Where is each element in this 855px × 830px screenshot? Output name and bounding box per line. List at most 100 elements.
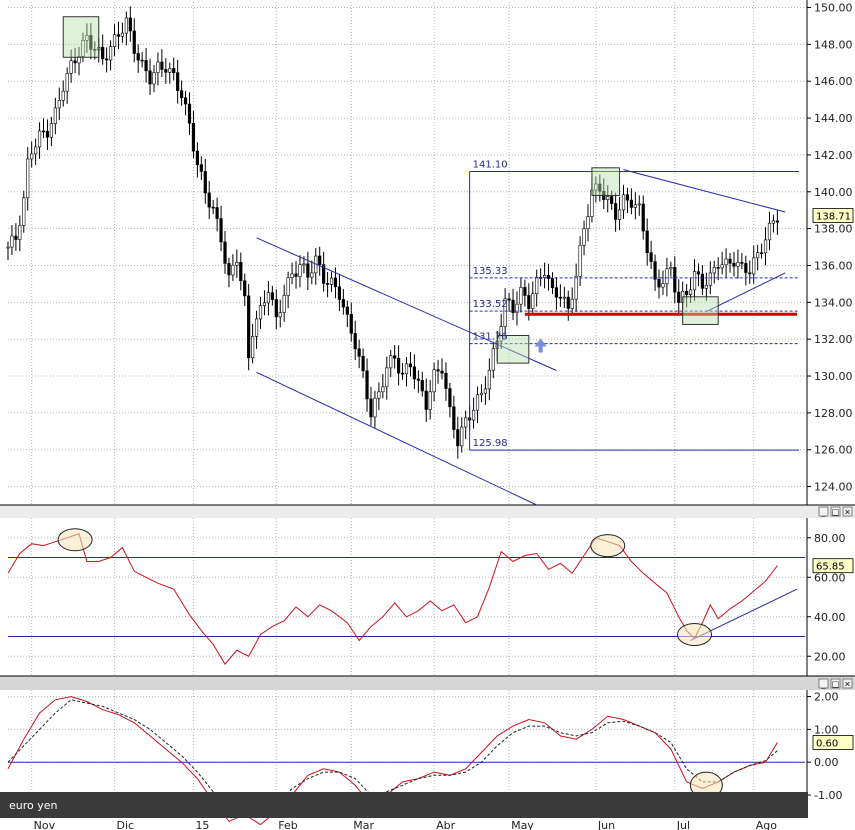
candle-body: [720, 264, 724, 269]
candle-body: [152, 72, 156, 85]
candle-body: [183, 97, 188, 105]
candle-body: [306, 263, 310, 278]
trend-line: [623, 169, 786, 213]
y-tick-label-macd: 1.00: [814, 723, 839, 736]
candle-body: [570, 298, 574, 309]
last-value-tag: [812, 208, 854, 223]
candle-body: [700, 273, 705, 289]
month-label: 15: [195, 819, 209, 830]
candle-body: [771, 220, 776, 224]
highlight-box: [62, 16, 100, 58]
candle-body: [65, 73, 69, 92]
candle-body: [286, 277, 290, 296]
last-value-label: 138.71: [816, 212, 851, 223]
candle-body: [397, 357, 401, 374]
candle-body: [511, 299, 515, 313]
candle-body: [337, 286, 342, 300]
candle-body: [645, 230, 649, 253]
candle-body: [254, 318, 259, 337]
y-tick-label-price: 136.00: [814, 259, 853, 272]
candle-body: [251, 336, 255, 359]
candle-body: [685, 291, 689, 295]
fib-level-label: 133.52: [473, 299, 508, 310]
candle-body: [381, 386, 385, 393]
candle-body: [649, 252, 653, 262]
candle-body: [112, 34, 117, 47]
fib-level-label: 125.98: [473, 438, 508, 449]
candle-body: [302, 263, 306, 266]
candle-body: [487, 369, 491, 390]
fib-level-label: 135.33: [473, 266, 508, 277]
candle-body: [357, 348, 361, 357]
candle-body: [448, 388, 452, 408]
candle-body: [132, 30, 136, 54]
candle-body: [377, 391, 381, 399]
candle-body: [562, 296, 566, 299]
candle-body: [318, 255, 322, 265]
candle-body: [385, 367, 389, 388]
candle-body: [243, 280, 247, 297]
candle-body: [148, 70, 152, 85]
candle-body: [369, 398, 373, 418]
y-tick-label-rsi: 80.00: [814, 532, 846, 545]
candle-body: [696, 271, 701, 275]
candle-body: [325, 283, 330, 285]
candle-body: [582, 228, 586, 246]
window-button: [842, 678, 853, 689]
rsi-highlight-ellipse: [590, 534, 626, 558]
candle-body: [606, 196, 610, 200]
last-value-tag: [812, 735, 854, 750]
candle-body: [677, 291, 681, 303]
month-label: Ago: [756, 819, 778, 830]
candle-body: [554, 287, 559, 298]
candle-body: [341, 299, 345, 308]
candle-body: [748, 272, 752, 275]
caption-bar: [0, 792, 808, 818]
candle-body: [617, 209, 622, 220]
fib-level-label: 131.76: [473, 332, 508, 343]
candle-body: [93, 49, 97, 51]
y-tick-label-price: 130.00: [814, 370, 853, 383]
candle-body: [116, 34, 121, 37]
candle-body: [274, 299, 278, 318]
candle-body: [483, 388, 488, 394]
window-button-glyph: □: [832, 508, 840, 517]
candle-body: [400, 372, 405, 375]
y-tick-label-price: 132.00: [814, 333, 853, 346]
candle-body: [227, 263, 231, 276]
candle-body: [231, 264, 235, 276]
candle-body: [290, 273, 294, 278]
last-value-label: 0.60: [816, 739, 838, 750]
candle-body: [294, 273, 298, 277]
candle-body: [578, 244, 582, 277]
candle-body: [633, 204, 637, 208]
candle-body: [535, 277, 539, 295]
candle-body: [172, 68, 176, 73]
candle-body: [444, 372, 448, 389]
candle-body: [37, 130, 42, 148]
candle-body: [223, 241, 227, 264]
candle-body: [527, 295, 531, 309]
candle-body: [452, 406, 456, 430]
candle-body: [393, 355, 397, 359]
candle-body: [266, 292, 271, 304]
candle-body: [724, 258, 728, 266]
candle-body: [69, 60, 73, 74]
candle-body: [120, 32, 125, 37]
candle-body: [767, 222, 772, 241]
candle-body: [34, 146, 38, 155]
window-button: [818, 506, 829, 517]
month-label: Mar: [353, 819, 374, 830]
candle-body: [412, 366, 416, 380]
y-tick-label-rsi: 60.00: [814, 571, 846, 584]
candle-body: [6, 246, 10, 249]
window-button-glyph: _: [821, 680, 827, 689]
up-arrow-marker: [534, 338, 547, 353]
candle-body: [77, 56, 81, 64]
window-button: [830, 506, 841, 517]
candle-body: [653, 261, 657, 280]
candle-body: [310, 272, 314, 278]
candle-body: [479, 392, 484, 396]
candle-body: [673, 267, 677, 293]
